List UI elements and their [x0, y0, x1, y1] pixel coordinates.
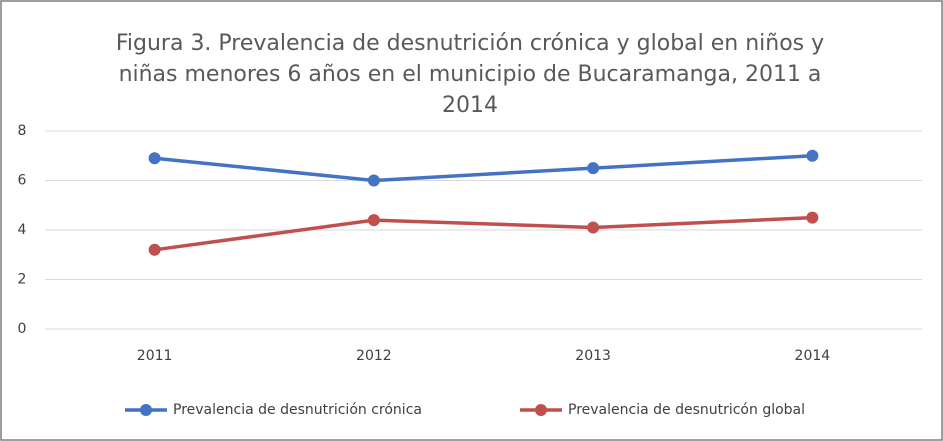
x-tick-label: 2012 [356, 348, 392, 364]
chart-title: Figura 3. Prevalencia de desnutrición cr… [115, 31, 825, 118]
series-line [154, 154, 813, 183]
legend-marker [140, 404, 152, 416]
series-point [587, 221, 600, 234]
y-tick-label: 8 [18, 123, 27, 139]
series-point [148, 243, 161, 256]
legend-label: Prevalencia de desnutrición crónica [173, 402, 422, 418]
x-tick-label: 2011 [137, 348, 173, 364]
y-tick-label: 6 [18, 173, 27, 189]
series-point [148, 152, 161, 165]
x-tick-label: 2013 [575, 348, 611, 364]
y-tick-label: 4 [18, 222, 27, 238]
legend-label: Prevalencia de desnutricón global [568, 402, 805, 418]
series-point [367, 214, 380, 227]
series-point [806, 211, 819, 224]
series-point [806, 149, 819, 162]
series-line [154, 215, 813, 252]
x-tick-label: 2014 [795, 348, 831, 364]
y-tick-label: 2 [18, 272, 27, 288]
y-tick-label: 0 [18, 321, 27, 337]
legend-marker [535, 404, 547, 416]
series-point [587, 162, 600, 175]
series-point [367, 174, 380, 187]
